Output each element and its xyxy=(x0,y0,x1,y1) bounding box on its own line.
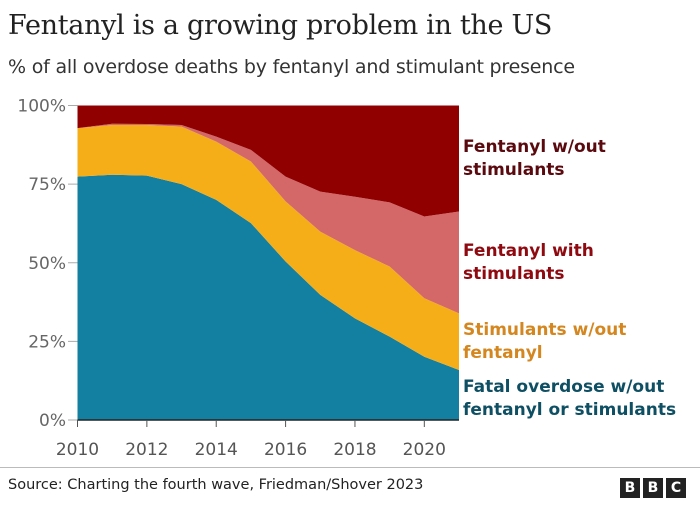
x-tick-label: 2020 xyxy=(403,440,446,460)
x-tick-label: 2010 xyxy=(56,440,99,460)
footer-divider xyxy=(0,467,700,468)
legend-fatal-overdose: Fatal overdose w/out fentanyl or stimula… xyxy=(463,377,677,420)
logo-letter: B xyxy=(620,478,640,498)
chart-title: Fentanyl is a growing problem in the US xyxy=(8,10,553,41)
bbc-logo: B B C xyxy=(620,478,686,498)
legend-stimulants-without-fentanyl: Stimulants w/out fentanyl xyxy=(463,320,627,363)
x-tick-label: 2012 xyxy=(125,440,168,460)
area-fentanyl-w-out-stimulants xyxy=(77,105,459,217)
area-fentanyl-with-stimulants xyxy=(77,123,459,314)
legend-fentanyl-with-stimulants: Fentanyl with stimulants xyxy=(463,241,594,284)
x-tick-label: 2018 xyxy=(333,440,376,460)
y-tick-label: 75% xyxy=(28,175,66,195)
legend-fentanyl-without-stimulants: Fentanyl w/out stimulants xyxy=(463,137,606,180)
area-stimulants-w-out-fentanyl xyxy=(77,124,459,370)
y-tick-label: 25% xyxy=(28,332,66,352)
y-tick-label: 100% xyxy=(17,97,66,117)
y-tick-label: 50% xyxy=(28,254,66,274)
chart-subtitle: % of all overdose deaths by fentanyl and… xyxy=(8,56,575,78)
x-tick-label: 2016 xyxy=(264,440,307,460)
logo-letter: C xyxy=(666,478,686,498)
x-tick-label: 2014 xyxy=(195,440,238,460)
area-fatal-overdose-w-out-fentanyl-or-stimulants xyxy=(77,174,459,420)
logo-letter: B xyxy=(643,478,663,498)
source-note: Source: Charting the fourth wave, Friedm… xyxy=(8,477,424,493)
y-tick-label: 0% xyxy=(39,411,66,431)
